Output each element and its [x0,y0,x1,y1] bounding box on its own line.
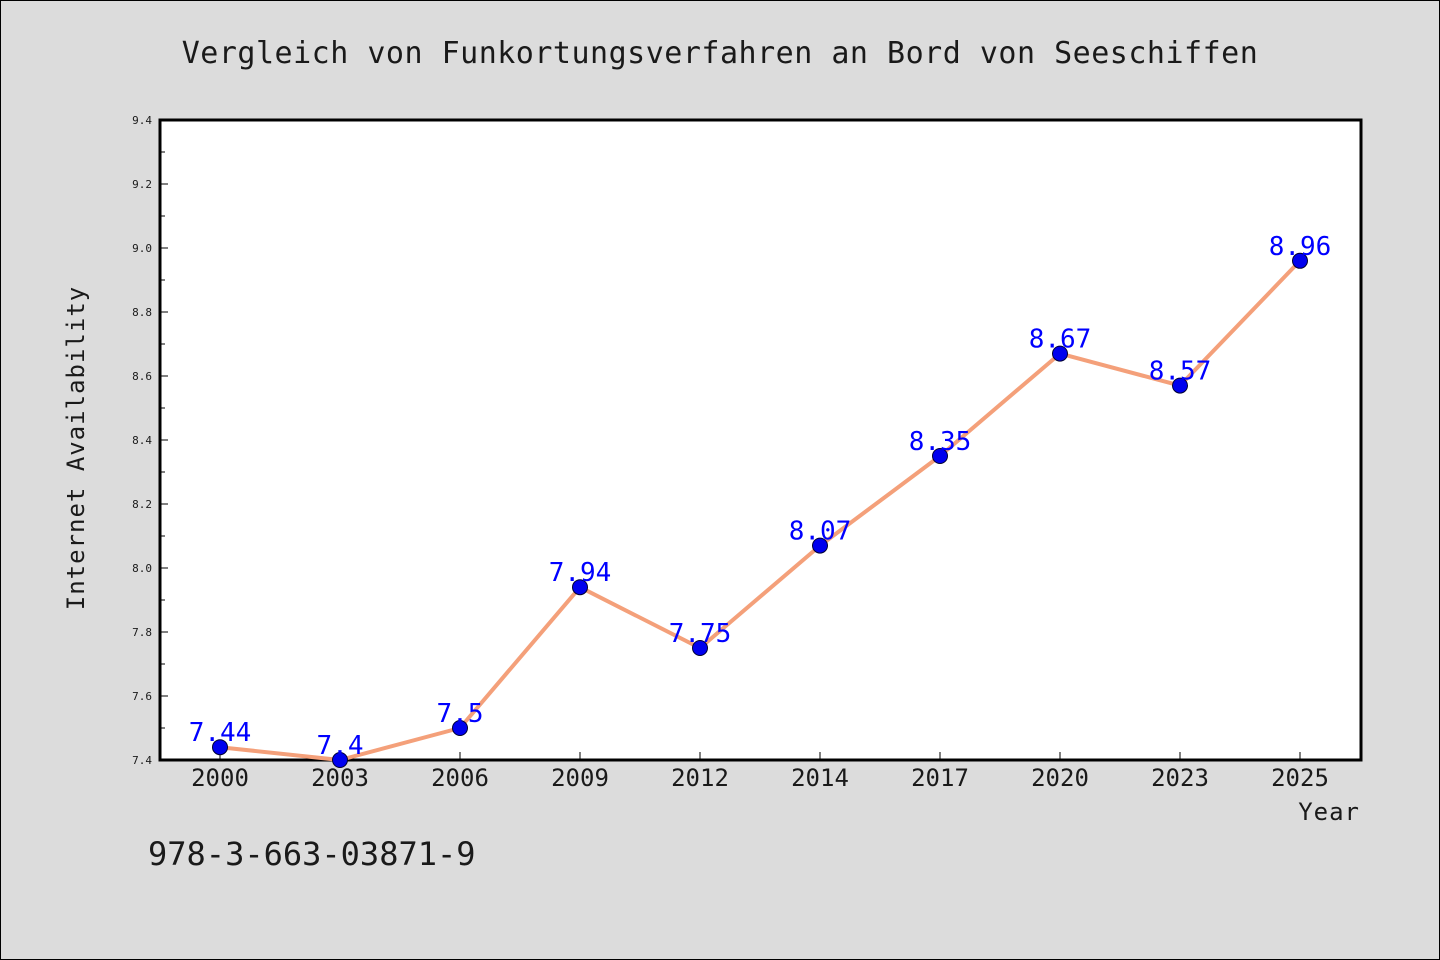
chart-title: Vergleich von Funkortungsverfahren an Bo… [182,36,1259,71]
data-point [452,720,468,736]
plot-area [158,118,1363,762]
footnote-isbn: 978-3-663-03871-9 [148,835,476,873]
x-tick-label: 2014 [791,764,849,792]
x-axis: 2000 2003 2006 2009 2012 2014 2017 2020 2023 2025 [191,752,1329,792]
data-point [692,640,708,656]
data-label: 8.07 [789,517,852,547]
x-tick-label: 2009 [551,764,609,792]
y-tick-label: 7.4 [132,754,152,767]
y-tick-label: 8.6 [132,370,152,383]
x-tick-label: 2017 [911,764,969,792]
data-label: 7.5 [437,699,484,729]
x-tick-label: 2023 [1151,764,1209,792]
x-tick-label: 2000 [191,764,249,792]
x-axis-label: Year [1298,798,1360,826]
data-point [1172,377,1188,394]
x-tick-label: 2020 [1031,764,1089,792]
y-axis: 7.4 7.6 7.8 8.0 8.2 8.4 8.6 8.8 9.0 9.2 9.4 [132,114,168,767]
data-labels: 7.44 7.4 7.5 7.94 7.75 8.07 8.35 8.67 8.57 8.96 [189,232,1332,761]
x-tick-label: 2003 [311,764,369,792]
x-tick-label: 2025 [1271,764,1329,792]
data-point [572,579,588,596]
y-tick-label: 9.0 [132,242,152,255]
y-tick-label: 9.4 [132,114,152,127]
data-point [332,752,348,768]
data-point [212,739,228,756]
data-label: 7.94 [549,558,612,588]
y-tick-label: 9.2 [132,178,152,191]
data-label: 8.57 [1149,357,1212,387]
x-tick-label: 2012 [671,764,729,792]
series-markers [212,252,1308,768]
data-point [1292,252,1308,269]
data-point [1052,345,1068,362]
y-tick-label: 7.8 [132,626,152,639]
x-tick-label: 2006 [431,764,489,792]
y-tick-label: 7.6 [132,690,152,703]
data-point [932,448,948,464]
data-label: 7.75 [669,619,732,649]
data-point [812,537,828,554]
y-tick-label: 8.0 [132,562,152,575]
series-line [219,259,1302,762]
data-label: 7.4 [317,731,364,761]
y-tick-label: 8.2 [132,498,152,511]
data-label: 8.96 [1269,232,1332,262]
y-axis-label: Internet Availability [62,286,90,610]
data-label: 8.67 [1029,325,1092,355]
y-tick-label: 8.4 [132,434,152,447]
data-label: 7.44 [189,718,252,748]
y-tick-label: 8.8 [132,306,152,319]
data-label: 8.35 [909,427,972,457]
